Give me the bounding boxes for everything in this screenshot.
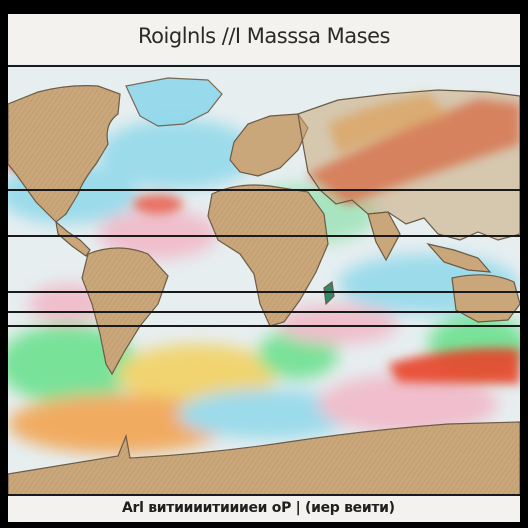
map-title: Roiglnls /∕I Masssa Mases: [138, 24, 390, 48]
europe: [229, 113, 309, 177]
map-caption: Arl витиииитиииеи oP | (иер веити): [122, 500, 395, 516]
map-frame: Roiglnls /∕I Masssa Mases: [8, 14, 520, 522]
asia: [297, 89, 520, 241]
world-map: [8, 64, 520, 496]
greenland: [125, 77, 223, 127]
latitude-lines: [8, 65, 520, 327]
australia: [451, 274, 520, 323]
continents: [8, 77, 520, 496]
southeast-asia-islands: [426, 242, 492, 273]
